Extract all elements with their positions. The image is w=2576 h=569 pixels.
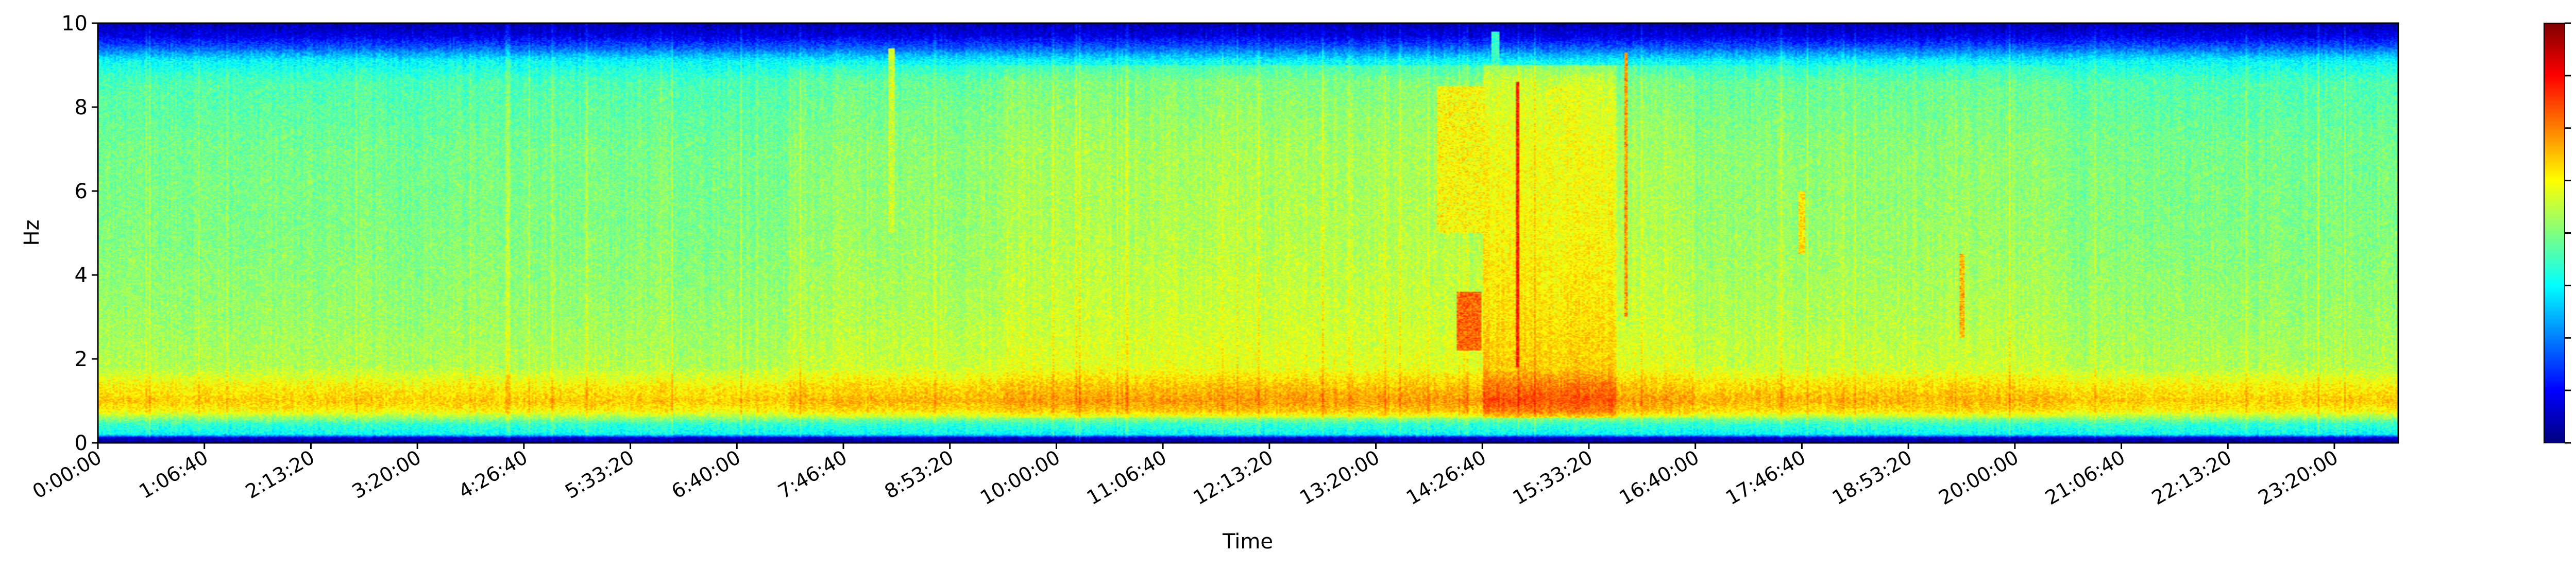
x-tick-label: 5:33:20 (561, 446, 638, 503)
x-tick-label: 10:00:00 (976, 446, 1064, 509)
y-tick-label: 4 (75, 264, 88, 287)
y-tick-label: 0 (75, 432, 88, 455)
spectrogram-heatmap (98, 23, 2398, 443)
x-axis-label: Time (1222, 530, 1273, 554)
x-tick-label: 11:06:40 (1083, 446, 1171, 509)
x-tick-label: 3:20:00 (348, 446, 425, 503)
x-axis: 0:00:00 1:06:40 2:13:20 3:20:00 4:26:40 5:33:… (29, 443, 2342, 509)
colorbar-gradient (2544, 23, 2565, 443)
plot-frame (97, 22, 2399, 444)
y-tick-label: 8 (75, 96, 88, 119)
x-tick-label: 22:13:20 (2148, 446, 2235, 509)
x-tick-label: 12:13:20 (1190, 446, 1277, 509)
x-tick-label: 1:06:40 (135, 446, 212, 503)
x-tick-label: 18:53:20 (1828, 446, 1916, 509)
y-tick-label: 2 (75, 348, 88, 371)
colorbar: +0 dB-10 dB-20 dB-30 dB-40 dB-50 dB-60 d… (2544, 22, 2571, 444)
x-tick-label: 21:06:40 (2041, 446, 2129, 509)
x-tick-label: 23:20:00 (2255, 446, 2342, 509)
x-tick-label: 15:33:20 (1509, 446, 1597, 509)
x-tick-label: 14:26:40 (1402, 446, 1490, 509)
spectrogram-plot-area (97, 22, 2399, 444)
x-tick-label: 7:46:40 (774, 446, 851, 503)
x-tick-label: 6:40:00 (668, 446, 744, 503)
x-tick-label: 2:13:20 (242, 446, 318, 503)
x-tick-label: 0:00:00 (29, 446, 106, 503)
x-tick-label: 13:20:00 (1296, 446, 1383, 509)
y-axis: 0 2 4 6 8 10 (61, 12, 98, 455)
x-tick-label: 17:46:40 (1722, 446, 1809, 509)
x-tick-label: 16:40:00 (1615, 446, 1703, 509)
y-tick-label: 10 (61, 12, 88, 36)
y-tick-label: 6 (75, 180, 88, 203)
y-axis-label: Hz (20, 219, 44, 246)
x-tick-label: 4:26:40 (454, 446, 531, 503)
x-tick-label: 20:00:00 (1935, 446, 2023, 509)
x-tick-label: 8:53:20 (880, 446, 957, 503)
